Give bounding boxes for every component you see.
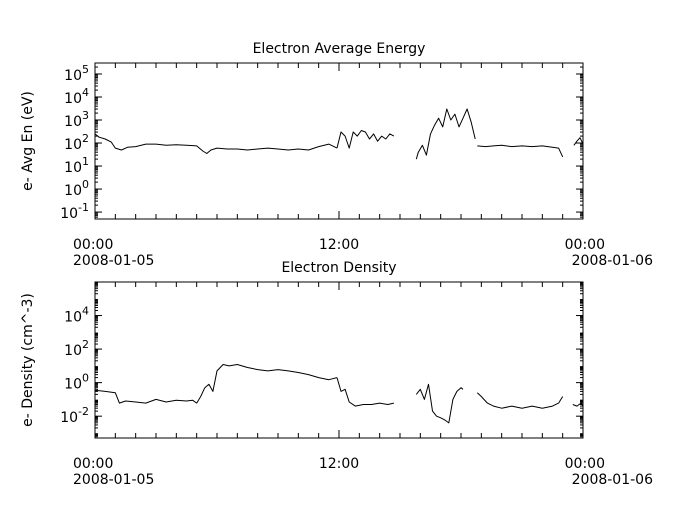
y-tick-base: 10 <box>60 206 78 222</box>
density-chart-title: Electron Density <box>281 260 396 276</box>
y-tick-base: 10 <box>64 137 82 153</box>
y-tick-base: 10 <box>64 343 82 359</box>
energy-series-line-1 <box>94 133 338 154</box>
x-tick-time-label: 00:00 <box>565 456 605 472</box>
y-tick-label: 10-2 <box>60 405 89 426</box>
energy-series-line-4 <box>477 144 564 158</box>
y-tick-base: 10 <box>64 183 82 199</box>
x-tick-time-label: 00:00 <box>73 237 113 253</box>
energy-series-group <box>94 108 584 160</box>
x-tick-date-label: 2008-01-06 <box>572 253 653 269</box>
y-tick-label: 101 <box>64 155 89 176</box>
y-tick-base: 10 <box>64 160 82 176</box>
x-tick-date-label: 2008-01-05 <box>73 253 154 269</box>
y-tick-exponent: 4 <box>82 305 89 318</box>
y-tick-label: 104 <box>64 305 89 326</box>
energy-series-line-2 <box>336 130 395 149</box>
energy-panel: Electron Average Energy e- Avg En (eV) 1… <box>20 41 653 269</box>
y-tick-label: 102 <box>64 132 89 153</box>
y-tick-label: 103 <box>64 109 89 130</box>
y-tick-base: 10 <box>64 114 82 130</box>
y-tick-exponent: -1 <box>78 201 89 214</box>
y-tick-base: 10 <box>64 68 82 84</box>
y-tick-exponent: 0 <box>82 372 89 385</box>
y-tick-exponent: 5 <box>82 63 89 76</box>
y-tick-exponent: 2 <box>82 338 89 351</box>
y-tick-label: 100 <box>64 372 89 393</box>
y-tick-exponent: 0 <box>82 178 89 191</box>
y-tick-exponent: 3 <box>82 109 89 122</box>
y-tick-label: 105 <box>64 63 89 84</box>
y-tick-exponent: 4 <box>82 86 89 99</box>
energy-chart-title: Electron Average Energy <box>253 41 426 57</box>
density-series-line-2 <box>336 377 395 407</box>
y-tick-base: 10 <box>64 377 82 393</box>
y-tick-label: 10-1 <box>60 201 89 222</box>
x-tick-time-label: 12:00 <box>319 456 359 472</box>
y-tick-exponent: 1 <box>82 155 89 168</box>
y-tick-exponent: 2 <box>82 132 89 145</box>
density-series-line-5 <box>572 402 584 407</box>
density-series-line-4 <box>476 392 564 409</box>
energy-series-line-3 <box>415 108 476 160</box>
density-plot-frame <box>94 281 584 439</box>
x-tick-date-label: 2008-01-06 <box>572 472 653 488</box>
x-tick-time-label: 12:00 <box>319 237 359 253</box>
y-tick-label: 100 <box>64 178 89 199</box>
y-tick-base: 10 <box>64 91 82 107</box>
y-tick-base: 10 <box>60 410 78 426</box>
y-tick-base: 10 <box>64 310 82 326</box>
y-tick-label: 102 <box>64 338 89 359</box>
density-panel: Electron Density e- Density (cm^-3) 10-2… <box>20 260 653 488</box>
density-series-line-3 <box>415 383 464 424</box>
x-tick-time-label: 00:00 <box>565 237 605 253</box>
energy-y-axis-label: e- Avg En (eV) <box>20 91 36 191</box>
y-tick-label: 104 <box>64 86 89 107</box>
x-tick-date-label: 2008-01-05 <box>73 472 154 488</box>
density-series-group <box>94 364 584 424</box>
energy-series-line-5 <box>573 137 584 146</box>
density-series-line-1 <box>94 364 338 404</box>
density-y-axis-label: e- Density (cm^-3) <box>20 293 36 427</box>
x-tick-time-label: 00:00 <box>73 456 113 472</box>
y-tick-exponent: -2 <box>78 405 89 418</box>
